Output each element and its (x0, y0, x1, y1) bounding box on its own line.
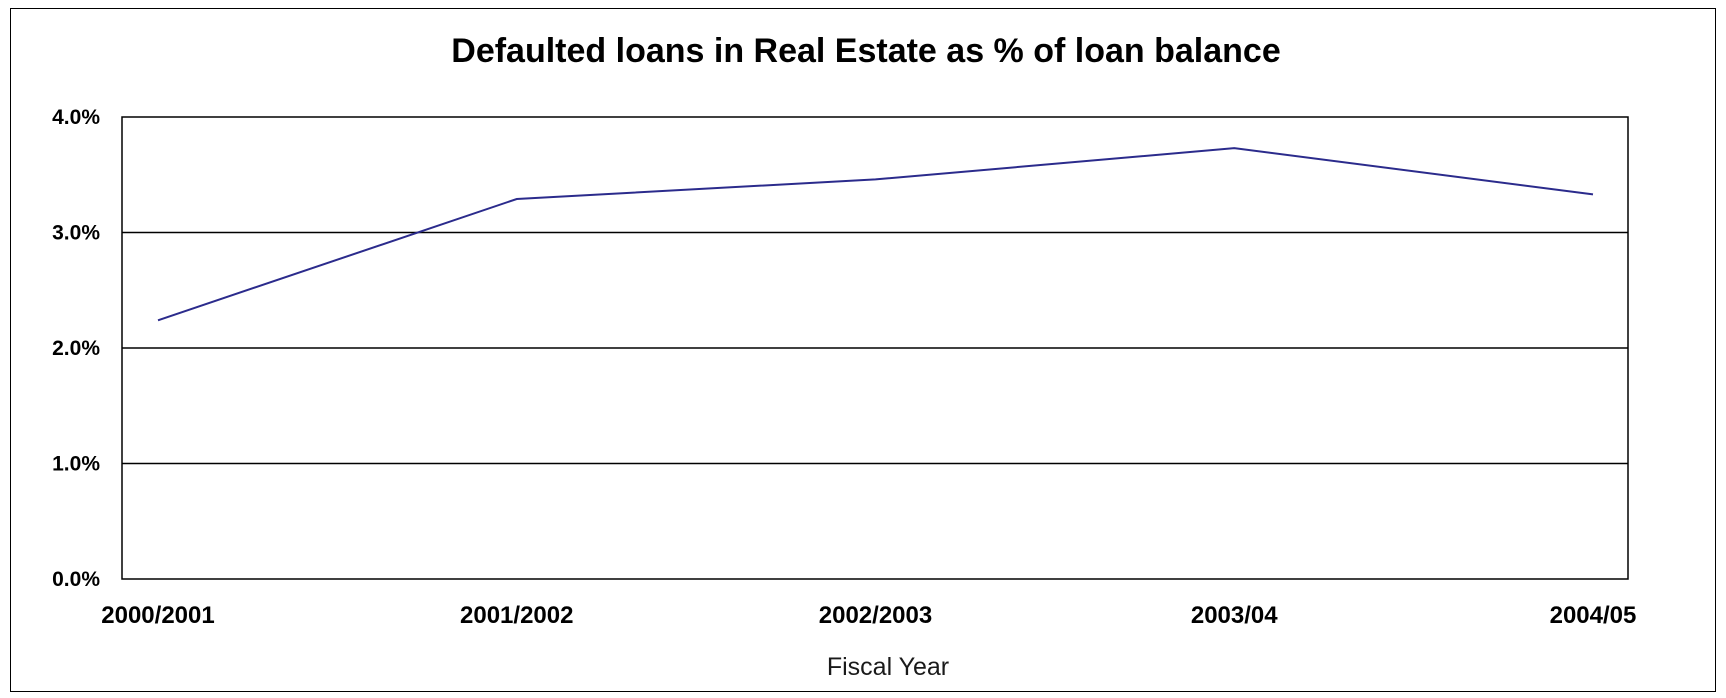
y-tick-label: 2.0% (52, 337, 100, 360)
gridlines (122, 231, 1628, 465)
y-tick-label: 0.0% (52, 568, 100, 591)
x-tick-label: 2002/2003 (819, 602, 932, 629)
x-axis-ticks: 2000/2001 2001/2002 2002/2003 2003/04 2004/0… (101, 602, 1636, 629)
y-axis-ticks: 0.0% 1.0% 2.0% 3.0% 4.0% (52, 106, 100, 591)
y-tick-label: 1.0% (52, 453, 100, 476)
chart-title: Defaulted loans in Real Estate as % of l… (451, 32, 1280, 70)
x-tick-label: 2003/04 (1191, 602, 1278, 629)
series-layer (157, 147, 1594, 322)
x-tick-label: 2001/2002 (460, 602, 573, 629)
y-tick-label: 3.0% (52, 222, 100, 245)
x-tick-label: 2004/05 (1550, 602, 1637, 629)
series-line (157, 147, 1594, 322)
y-tick-label: 4.0% (52, 106, 100, 129)
x-tick-label: 2000/2001 (101, 602, 214, 629)
x-axis-label: Fiscal Year (827, 653, 949, 681)
